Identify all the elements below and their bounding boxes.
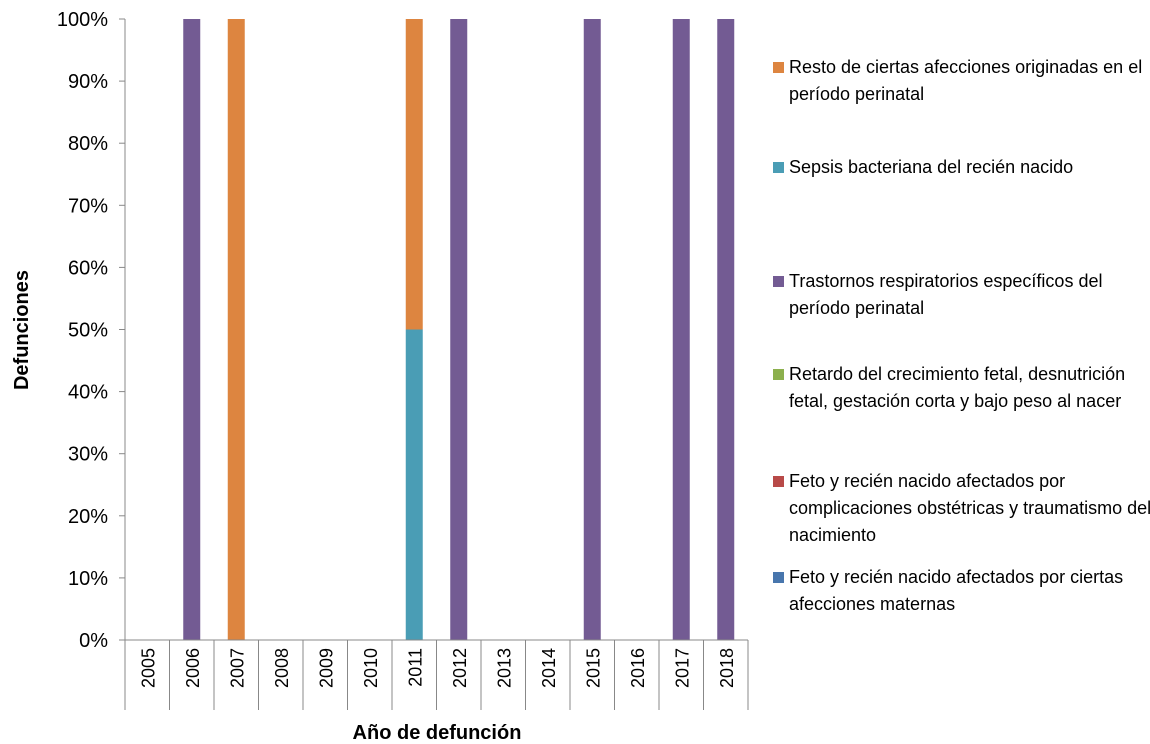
y-tick-label: 70% [68,195,108,217]
legend-entry: Retardo del crecimiento fetal, desnutric… [773,361,1150,415]
x-tick-label: 2007 [227,648,247,688]
y-tick-label: 60% [68,257,108,279]
x-tick-label: 2011 [405,648,425,687]
legend-label: Sepsis bacteriana del recién nacido [789,157,1074,177]
bar-segment [717,19,735,640]
legend-label: Resto de ciertas afecciones originadas e… [789,57,1143,104]
y-tick-label: 20% [68,506,108,528]
legend-swatch [773,276,784,287]
legend-label: Feto y recién nacido afectados por compl… [789,471,1150,545]
bar-segment [405,329,423,640]
legend-swatch [773,62,784,73]
legend-swatch [773,369,784,380]
x-tick-label: 2015 [583,648,603,688]
x-tick-label: 2018 [717,648,737,688]
bar-segment [405,19,423,330]
legend-swatch [773,572,784,583]
x-tick-label: 2009 [316,648,336,688]
legend-swatch [773,476,784,487]
x-tick-label: 2006 [183,648,203,688]
y-tick-label: 50% [68,320,108,342]
legend-entry: Feto y recién nacido afectados por compl… [773,468,1150,549]
y-tick-label: 40% [68,382,108,404]
bar-segment [227,19,245,640]
x-tick-label: 2012 [450,648,470,688]
x-tick-label: 2010 [361,648,381,688]
y-tick-label: 90% [68,71,108,93]
x-tick-label: 2016 [628,648,648,688]
legend-entry: Resto de ciertas afecciones originadas e… [773,54,1150,108]
legend-entry: Sepsis bacteriana del recién nacido [773,154,1150,181]
x-tick-label: 2005 [138,648,158,688]
x-tick-label: 2008 [272,648,292,688]
legend-label: Trastornos respiratorios específicos del… [789,271,1103,318]
bar-segment [583,19,601,640]
x-tick-label: 2014 [539,648,559,688]
bar-segment [672,19,690,640]
y-tick-label: 80% [68,133,108,155]
x-tick-label: 2013 [494,648,514,688]
bar-segment [183,19,201,640]
legend-swatch [773,162,784,173]
y-tick-label: 10% [68,568,108,590]
x-axis-title: Año de defunción [353,722,522,744]
y-tick-label: 100% [57,9,108,31]
bar-segment [450,19,468,640]
legend-entry: Trastornos respiratorios específicos del… [773,268,1150,322]
legend-label: Retardo del crecimiento fetal, desnutric… [789,364,1126,411]
x-tick-label: 2017 [672,648,692,688]
y-tick-label: 0% [79,630,108,652]
y-axis-title: Defunciones [11,270,33,390]
legend-entry: Feto y recién nacido afectados por ciert… [773,564,1150,618]
legend-label: Feto y recién nacido afectados por ciert… [789,567,1124,614]
y-tick-label: 30% [68,444,108,466]
